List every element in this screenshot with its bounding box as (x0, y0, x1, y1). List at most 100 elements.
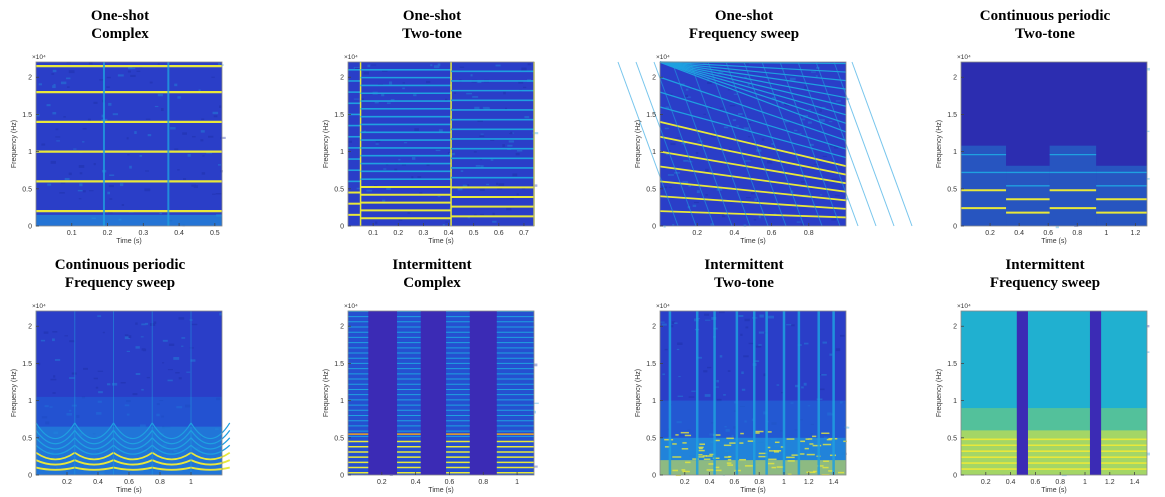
energy-speck (768, 450, 775, 452)
x-tick-label: 0.2 (103, 230, 113, 237)
sweep-harmonic-line (659, 61, 847, 99)
energy-speck (728, 455, 732, 458)
x-tick-label: 0.8 (1055, 479, 1065, 486)
panel-title-line2: Frequency sweep (688, 26, 800, 42)
energy-speck (780, 446, 785, 448)
spectrogram-background (348, 62, 534, 226)
sweep-arc (35, 451, 76, 461)
x-tick-label: 0.4 (705, 479, 715, 486)
energy-speck (664, 438, 674, 441)
sound-segment (348, 310, 369, 475)
energy-speck (740, 432, 744, 435)
y-tick-label: 1.5 (947, 361, 957, 368)
y-tick-label: 1 (28, 149, 32, 156)
y-tick-label: 1 (953, 398, 957, 405)
energy-speck (837, 471, 845, 474)
energy-speck (680, 431, 689, 434)
energy-speck (698, 456, 705, 458)
sweep-arc (35, 430, 76, 445)
x-axis-label: Time (s) (740, 238, 765, 245)
alias-line (653, 61, 715, 227)
y-tick-label: 0.5 (947, 435, 957, 442)
panel-title-line1: One-shot (402, 8, 462, 24)
energy-speck (755, 432, 760, 434)
energy-speck (806, 471, 816, 474)
energy-speck (709, 453, 715, 456)
sweep-arc (151, 422, 192, 440)
spectrogram-panel-intermittent-complex: Intermittent Complex 0.2 0.4 0.6 0.8 1 Time (… (312, 249, 552, 497)
sweep-harmonic-line (659, 61, 847, 116)
spectrogram-image (961, 62, 1150, 229)
energy-speck (682, 442, 687, 444)
y-axis-exponent: ×10⁴ (957, 303, 971, 310)
y-axis-label: Frequency (Hz) (635, 120, 642, 168)
x-tick-label: 0.8 (804, 230, 814, 237)
energy-speck (706, 469, 715, 471)
x-tick-label: 0.3 (419, 230, 429, 237)
y-axis-exponent: ×10⁴ (656, 303, 670, 310)
energy-speck (821, 432, 830, 435)
energy-speck (767, 431, 772, 433)
energy-speck (823, 460, 829, 462)
y-tick-label: 2 (28, 75, 32, 82)
sweep-harmonic-line (659, 61, 847, 124)
spectrogram-plot: 0.1 0.2 0.3 0.4 0.5 Time (s) 0 0.5 1 1.5 2 ×10⁴ Freq… (11, 54, 226, 245)
spectrogram-image (660, 311, 850, 477)
x-axis: 0.2 0.4 0.6 0.8 1 1.2 1.4 Time (s) (680, 472, 839, 494)
energy-speck (698, 447, 703, 450)
y-tick-label: 0 (28, 224, 32, 231)
energy-speck (812, 435, 817, 438)
energy-speck (672, 469, 678, 472)
energy-speck (767, 462, 775, 465)
low-frequency-band (36, 214, 222, 226)
energy-speck (681, 469, 686, 471)
x-axis-label: Time (s) (428, 487, 453, 494)
sweep-arc (35, 422, 76, 440)
spectrogram-plot: 0.2 0.4 0.6 0.8 1 Time (s) 0 0.5 1 1.5 2 ×10⁴ Freque… (11, 303, 231, 494)
spectrogram-panel-continuous-periodic-twotone: Continuous periodic Two-tone 0.2 0.4 0.6 0.… (925, 0, 1165, 248)
axes-frame (35, 61, 223, 227)
energy-speck (713, 434, 721, 436)
alias-line (725, 61, 787, 227)
y-tick-label: 0 (28, 473, 32, 480)
energy-speck (681, 448, 689, 450)
y-axis-label: Frequency (Hz) (323, 120, 330, 168)
tone-energy-region (961, 145, 1007, 226)
spectrogram-background (36, 62, 222, 226)
sweep-harmonic-line (659, 61, 847, 107)
x-tick-label: 0.2 (692, 230, 702, 237)
axes-frame (347, 310, 535, 476)
y-tick-label: 1 (340, 149, 344, 156)
energy-speck (822, 443, 832, 446)
x-axis: 0.2 0.4 0.6 0.8 1 Time (s) (377, 472, 519, 494)
panel-title-line1: Continuous periodic (54, 257, 186, 273)
alias-line (851, 61, 913, 227)
energy-speck (758, 452, 768, 455)
tone-energy-region (1006, 165, 1050, 226)
energy-speck (726, 462, 732, 464)
energy-speck (786, 456, 795, 459)
sweep-arc (74, 466, 114, 471)
x-tick-label: 1 (1104, 230, 1108, 237)
x-tick-label: 0.4 (1014, 230, 1024, 237)
alias-line (743, 61, 805, 227)
energy-speck (768, 458, 777, 461)
alias-line (689, 61, 751, 227)
x-tick-label: 0.8 (478, 479, 488, 486)
sweep-arc (190, 466, 230, 471)
panel-title-line1: Intermittent (704, 257, 784, 273)
x-tick-label: 0.4 (411, 479, 421, 486)
x-axis: 0.1 0.2 0.3 0.4 0.5 Time (s) (67, 223, 220, 245)
spectrogram-plot: 0.2 0.4 0.6 0.8 1 1.2 Time (s) 0 0.5 1 1.5 2 ×10⁴ Fre… (936, 54, 1150, 245)
energy-speck (698, 446, 704, 449)
energy-speck (806, 453, 815, 456)
y-tick-label: 1.5 (334, 361, 344, 368)
energy-speck (774, 441, 780, 444)
sweep-arc (151, 459, 192, 466)
spectrogram-plot: 0.2 0.4 0.6 0.8 Time (s) 0 0.5 1 1.5 2 ×10⁴ Frequen… (617, 54, 913, 245)
axes-frame (960, 61, 1148, 227)
sweep-arc (190, 430, 231, 445)
x-axis: 0.2 0.4 0.6 0.8 1 Time (s) (62, 472, 193, 494)
energy-speck (822, 466, 829, 469)
energy-speck (828, 470, 833, 472)
